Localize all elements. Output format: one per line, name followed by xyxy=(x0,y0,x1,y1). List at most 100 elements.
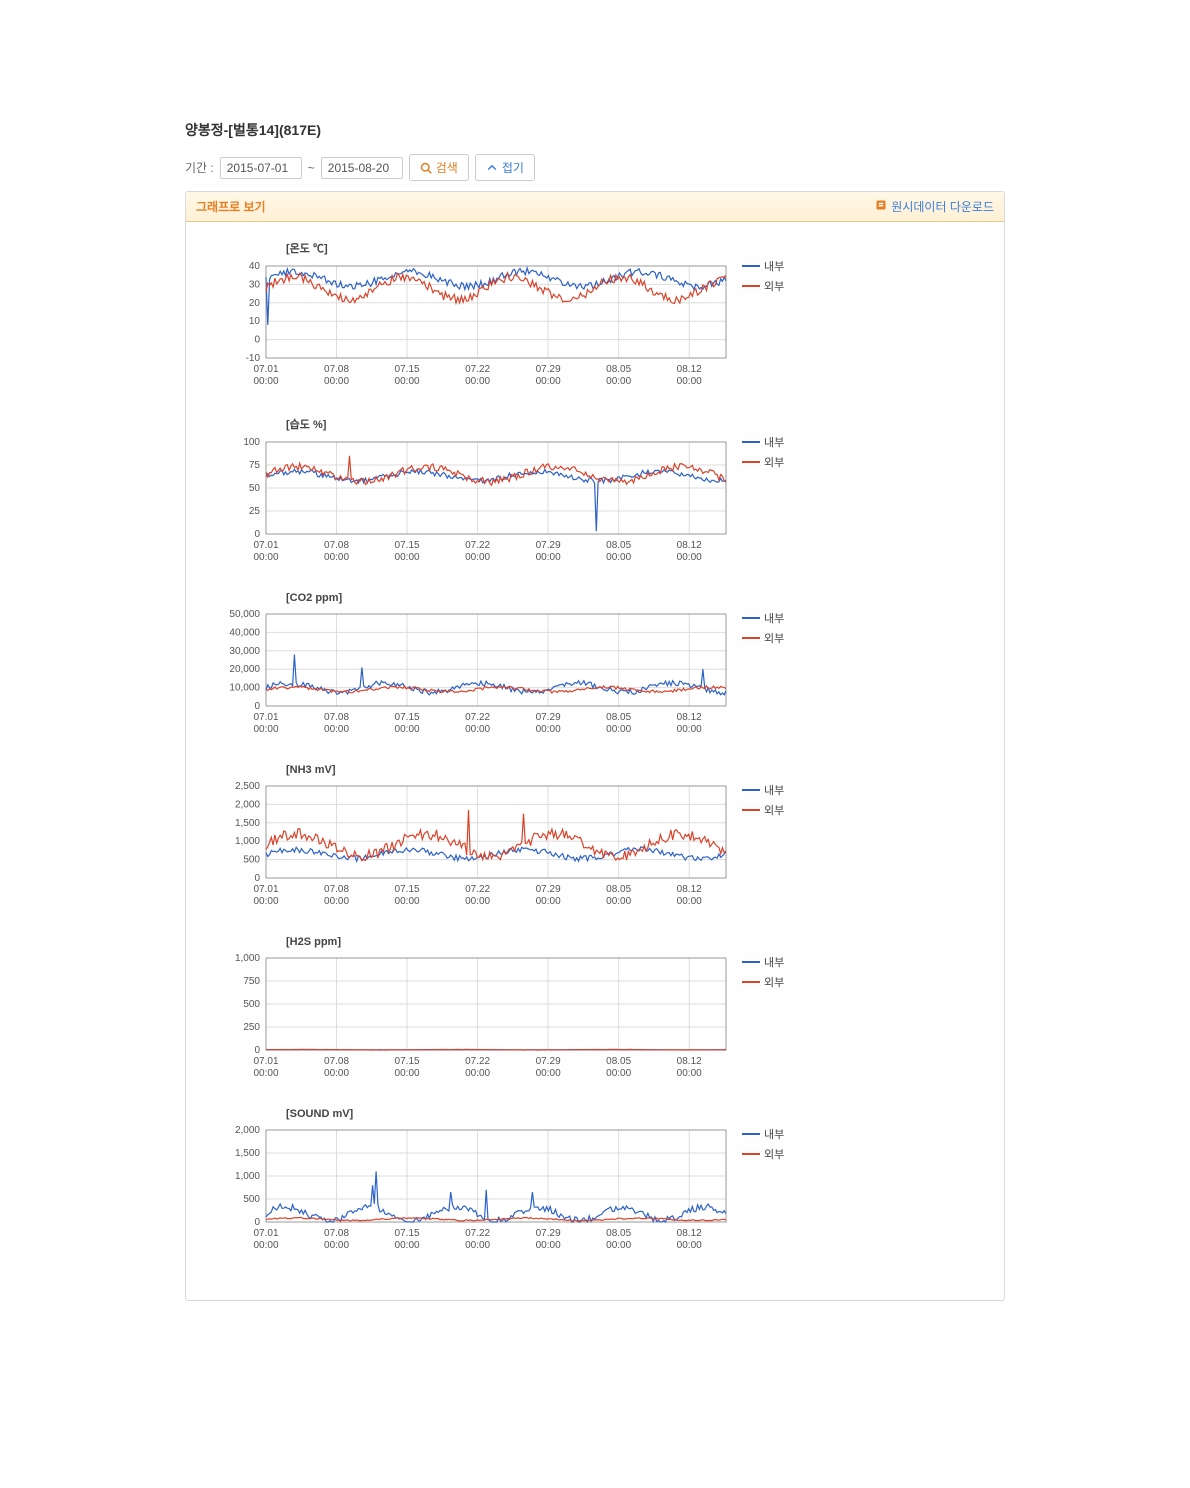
svg-text:07.29: 07.29 xyxy=(536,1228,561,1239)
svg-text:07.08: 07.08 xyxy=(324,364,349,375)
svg-text:750: 750 xyxy=(243,976,260,987)
legend-outside: 외부 xyxy=(742,974,806,990)
legend-sound: 내부 외부 xyxy=(736,1108,806,1166)
legend-line-inside xyxy=(742,789,760,791)
svg-text:07.29: 07.29 xyxy=(536,712,561,723)
panel-header: 그래프로 보기 원시데이터 다운로드 xyxy=(186,192,1004,222)
svg-text:00:00: 00:00 xyxy=(395,552,420,563)
svg-text:00:00: 00:00 xyxy=(324,1240,349,1251)
svg-text:00:00: 00:00 xyxy=(606,552,631,563)
svg-text:1,500: 1,500 xyxy=(235,818,260,829)
collapse-button-label: 접기 xyxy=(502,159,524,176)
chart-sound: 05001,0001,5002,00007.0100:0007.0800:000… xyxy=(196,1122,736,1262)
svg-text:07.08: 07.08 xyxy=(324,712,349,723)
search-button-label: 검색 xyxy=(436,159,458,176)
legend-label-outside: 외부 xyxy=(764,630,784,646)
svg-text:07.15: 07.15 xyxy=(395,364,420,375)
svg-text:00:00: 00:00 xyxy=(253,724,278,735)
legend-inside: 내부 xyxy=(742,610,806,626)
svg-text:1,500: 1,500 xyxy=(235,1148,260,1159)
svg-text:25: 25 xyxy=(249,506,261,517)
svg-text:0: 0 xyxy=(254,335,260,346)
legend-label-inside: 내부 xyxy=(764,954,784,970)
svg-text:07.29: 07.29 xyxy=(536,884,561,895)
legend-label-inside: 내부 xyxy=(764,610,784,626)
svg-text:07.08: 07.08 xyxy=(324,884,349,895)
chart-title-h2s: [H2S ppm] xyxy=(286,936,736,948)
svg-text:1,000: 1,000 xyxy=(235,836,260,847)
svg-text:00:00: 00:00 xyxy=(536,896,561,907)
svg-text:10,000: 10,000 xyxy=(229,683,260,694)
graph-view-tab[interactable]: 그래프로 보기 xyxy=(196,198,266,215)
legend-label-outside: 외부 xyxy=(764,1146,784,1162)
svg-text:00:00: 00:00 xyxy=(324,376,349,387)
svg-text:07.29: 07.29 xyxy=(536,540,561,551)
svg-text:10: 10 xyxy=(249,316,261,327)
svg-text:07.15: 07.15 xyxy=(395,1228,420,1239)
charts-container: [온도 ℃] -1001020304007.0100:0007.0800:000… xyxy=(186,222,1004,1280)
svg-text:500: 500 xyxy=(243,999,260,1010)
legend-line-outside xyxy=(742,637,760,639)
svg-text:00:00: 00:00 xyxy=(606,376,631,387)
svg-text:0: 0 xyxy=(254,1217,260,1228)
svg-text:07.15: 07.15 xyxy=(395,540,420,551)
svg-text:08.05: 08.05 xyxy=(606,540,631,551)
legend-line-inside xyxy=(742,1133,760,1135)
svg-text:00:00: 00:00 xyxy=(465,1240,490,1251)
svg-text:00:00: 00:00 xyxy=(395,724,420,735)
svg-text:00:00: 00:00 xyxy=(465,1068,490,1079)
svg-text:00:00: 00:00 xyxy=(465,376,490,387)
date-from-input[interactable] xyxy=(220,157,302,179)
legend-label-outside: 외부 xyxy=(764,974,784,990)
svg-text:07.01: 07.01 xyxy=(253,540,278,551)
chart-title-co2: [CO2 ppm] xyxy=(286,592,736,604)
legend-line-outside xyxy=(742,1153,760,1155)
svg-text:00:00: 00:00 xyxy=(253,376,278,387)
search-button[interactable]: 검색 xyxy=(409,154,469,181)
svg-text:00:00: 00:00 xyxy=(536,376,561,387)
legend-outside: 외부 xyxy=(742,630,806,646)
legend-line-inside xyxy=(742,441,760,443)
chart-block-sound: [SOUND mV] 05001,0001,5002,00007.0100:00… xyxy=(186,1108,1004,1280)
legend-outside: 외부 xyxy=(742,278,806,294)
svg-text:08.05: 08.05 xyxy=(606,1056,631,1067)
collapse-button[interactable]: 접기 xyxy=(475,154,535,181)
chart-block-humid: [습도 %] 025507510007.0100:0007.0800:0007.… xyxy=(186,416,1004,592)
legend-inside: 내부 xyxy=(742,258,806,274)
svg-text:40: 40 xyxy=(249,261,261,272)
date-to-input[interactable] xyxy=(321,157,403,179)
svg-text:07.01: 07.01 xyxy=(253,1228,278,1239)
chart-nh3: 05001,0001,5002,0002,50007.0100:0007.080… xyxy=(196,778,736,918)
svg-text:00:00: 00:00 xyxy=(324,552,349,563)
chart-temp: -1001020304007.0100:0007.0800:0007.1500:… xyxy=(196,258,736,398)
legend-line-inside xyxy=(742,265,760,267)
svg-text:07.15: 07.15 xyxy=(395,712,420,723)
svg-text:2,500: 2,500 xyxy=(235,781,260,792)
svg-text:08.05: 08.05 xyxy=(606,884,631,895)
svg-text:07.08: 07.08 xyxy=(324,1228,349,1239)
svg-text:07.01: 07.01 xyxy=(253,364,278,375)
legend-co2: 내부 외부 xyxy=(736,592,806,650)
legend-label-outside: 외부 xyxy=(764,454,784,470)
svg-text:30,000: 30,000 xyxy=(229,646,260,657)
svg-text:50: 50 xyxy=(249,483,261,494)
svg-text:00:00: 00:00 xyxy=(677,376,702,387)
svg-text:07.22: 07.22 xyxy=(465,1228,490,1239)
svg-text:1,000: 1,000 xyxy=(235,953,260,964)
svg-text:50,000: 50,000 xyxy=(229,609,260,620)
search-icon xyxy=(420,162,432,174)
svg-text:00:00: 00:00 xyxy=(677,1240,702,1251)
chart-title-humid: [습도 %] xyxy=(286,416,736,432)
svg-text:00:00: 00:00 xyxy=(606,1068,631,1079)
svg-text:07.22: 07.22 xyxy=(465,364,490,375)
legend-line-inside xyxy=(742,961,760,963)
svg-text:08.12: 08.12 xyxy=(677,712,702,723)
download-raw-button[interactable]: 원시데이터 다운로드 xyxy=(875,198,994,215)
legend-label-outside: 외부 xyxy=(764,802,784,818)
svg-text:00:00: 00:00 xyxy=(677,896,702,907)
svg-text:00:00: 00:00 xyxy=(253,896,278,907)
legend-line-outside xyxy=(742,285,760,287)
chart-block-h2s: [H2S ppm] 02505007501,00007.0100:0007.08… xyxy=(186,936,1004,1108)
legend-label-inside: 내부 xyxy=(764,258,784,274)
svg-text:500: 500 xyxy=(243,855,260,866)
